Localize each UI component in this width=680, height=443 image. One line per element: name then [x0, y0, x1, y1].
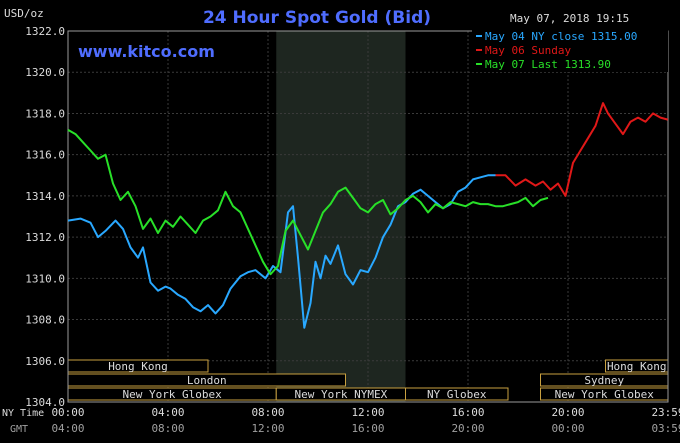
x-axis-ny-label: NY Time [2, 408, 44, 419]
session-bar: London [67, 373, 346, 387]
x-tick-label-ny: 08:00 [251, 406, 284, 419]
chart-title: 24 Hour Spot Gold (Bid) [203, 8, 431, 28]
session-bar: New York Globex [67, 387, 277, 401]
session-bar: Sydney [540, 373, 669, 387]
session-bar: NY Globex [405, 387, 509, 401]
x-tick-label-gmt: 08:00 [151, 422, 184, 435]
series-line-2 [495, 102, 669, 197]
timestamp-label: May 07, 2018 19:15 [510, 12, 629, 25]
x-tick-label-gmt: 04:00 [51, 422, 84, 435]
y-tick-label: 1304.0 [25, 396, 65, 409]
x-tick-label-ny: 20:00 [551, 406, 584, 419]
y-tick-label: 1312.0 [25, 231, 65, 244]
legend-entry: May 06 Sunday [485, 44, 571, 57]
legend-entry: May 04 NY close 1315.00 [485, 30, 637, 43]
session-label: New York Globex [122, 388, 222, 401]
x-tick-label-gmt: 20:00 [451, 422, 484, 435]
session-label: New York Globex [555, 388, 655, 401]
price-series [67, 102, 669, 329]
session-bar: New York NYMEX [275, 387, 406, 401]
session-label: Hong Kong [108, 360, 168, 373]
y-tick-label: 1322.0 [25, 25, 65, 38]
y-tick-label: 1318.0 [25, 107, 65, 120]
series-line-3 [67, 129, 549, 276]
x-tick-label-ny: 16:00 [451, 406, 484, 419]
legend-entry: May 07 Last 1313.90 [485, 58, 611, 71]
session-label: Sydney [584, 374, 624, 387]
x-tick-label-ny: 00:00 [51, 406, 84, 419]
session-box [405, 387, 509, 401]
x-tick-label-ny: 12:00 [351, 406, 384, 419]
x-tick-label-ny: 04:00 [151, 406, 184, 419]
nymex-session-shade [276, 31, 406, 402]
watermark-link[interactable]: www.kitco.com [78, 42, 215, 61]
legend-box [472, 28, 668, 72]
y-axis-unit-label: USD/oz [4, 7, 44, 20]
x-axis-gmt-label: GMT [10, 424, 28, 435]
x-tick-label-gmt: 00:00 [551, 422, 584, 435]
x-tick-label-gmt: 16:00 [351, 422, 384, 435]
y-tick-label: 1310.0 [25, 272, 65, 285]
session-bar: Hong Kong [67, 359, 209, 373]
x-tick-label-ny: 23:59 [651, 406, 680, 419]
y-tick-label: 1320.0 [25, 66, 65, 79]
y-tick-labels: 1322.0 1320.0 1318.0 1316.0 1314.0 1312.0 1310… [25, 25, 65, 409]
x-tick-label-gmt: 03:59 [651, 422, 680, 435]
x-tick-label-gmt: 12:00 [251, 422, 284, 435]
plot-frame [67, 30, 669, 403]
session-bar: New York Globex [540, 387, 669, 401]
session-label: Hong Kong [607, 360, 667, 373]
session-label: NY Globex [427, 388, 487, 401]
x-tick-labels: 00:00 04:00 04:00 08:00 08:00 12:00 12:00 16:00… [51, 406, 680, 435]
series-line-1 [67, 174, 496, 329]
session-label: London [187, 374, 227, 387]
y-tick-label: 1316.0 [25, 149, 65, 162]
session-bar: Hong Kong [605, 359, 669, 373]
y-tick-label: 1306.0 [25, 355, 65, 368]
y-tick-label: 1314.0 [25, 190, 65, 203]
session-label: New York NYMEX [295, 388, 388, 401]
y-tick-label: 1308.0 [25, 314, 65, 327]
